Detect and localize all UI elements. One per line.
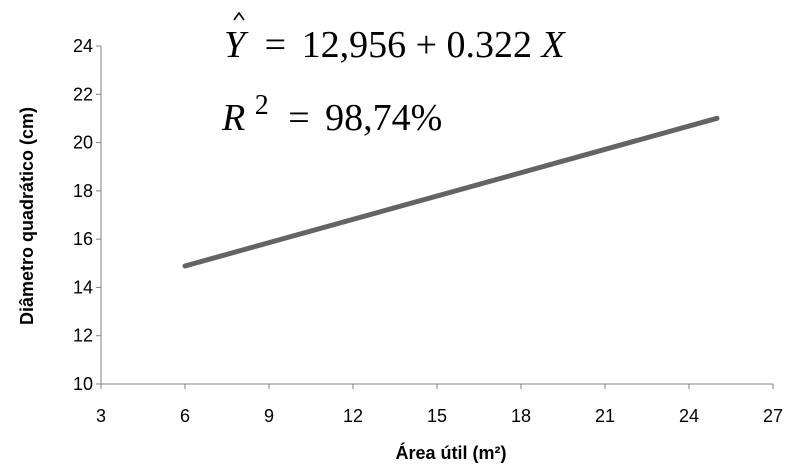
equation-rhs: 12,956 + 0.322	[302, 24, 532, 66]
y-tick-labels: 10 12 14 16 18 20 22 24	[73, 36, 93, 394]
r2-value: 98,74%	[325, 97, 442, 139]
y-tick-label: 22	[73, 84, 93, 104]
x-tick-label: 24	[679, 406, 699, 426]
y-tick-label: 24	[73, 36, 93, 56]
regression-line	[185, 118, 717, 266]
equation-lhs: Y	[224, 24, 249, 66]
x-tick-label: 18	[511, 406, 531, 426]
y-hat-mark	[234, 13, 244, 20]
x-tick-label: 15	[427, 406, 447, 426]
y-tick-label: 20	[73, 133, 93, 153]
y-tick-label: 14	[73, 277, 93, 297]
svg-text:R 2 = 98,74%: R 2 = 98,74%	[221, 81, 442, 139]
y-axis-title: Diâmetro quadrático (cm)	[17, 107, 37, 325]
y-tick-label: 18	[73, 181, 93, 201]
y-tick-label: 10	[73, 374, 93, 394]
x-tick-label: 12	[343, 406, 363, 426]
y-tick-label: 16	[73, 229, 93, 249]
equation-annotation: Y = 12,956 + 0.322 X	[224, 13, 567, 66]
equation-var: X	[540, 24, 567, 66]
x-tick-label: 3	[96, 406, 106, 426]
equation-equals: =	[265, 24, 286, 66]
x-tick-label: 21	[595, 406, 615, 426]
r2-annotation: R 2 = 98,74%	[221, 81, 442, 139]
r2-lhs: R	[221, 97, 245, 139]
r2-equals: =	[288, 97, 309, 139]
y-tick-label: 12	[73, 326, 93, 346]
r2-superscript: 2	[255, 90, 269, 121]
x-tick-labels: 3 6 9 12 15 18 21 24 27	[96, 406, 783, 426]
x-tick-label: 9	[264, 406, 274, 426]
svg-text:Y = 12,956 + 0.322: Y = 12,956 + 0.322 X	[224, 24, 567, 66]
x-axis-title: Área útil (m²)	[395, 442, 506, 463]
x-tick-label: 27	[763, 406, 783, 426]
series-group	[185, 118, 717, 266]
x-tick-label: 6	[180, 406, 190, 426]
